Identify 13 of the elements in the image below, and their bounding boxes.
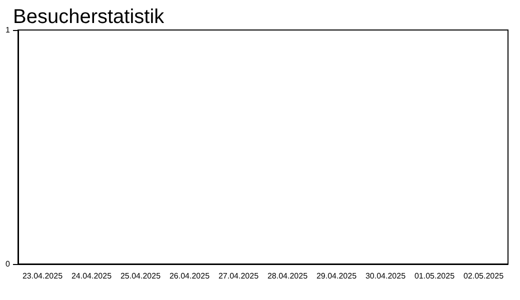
- x-tick-label: 25.04.2025: [120, 272, 162, 280]
- y-tick-label: 1: [6, 26, 11, 34]
- x-tick-label: 30.04.2025: [365, 272, 406, 280]
- x-tick-label: 01.05.2025: [414, 272, 456, 280]
- x-tick-label: 24.04.2025: [71, 272, 112, 280]
- x-tick-label: 26.04.2025: [169, 272, 210, 280]
- x-tick-label: 02.05.2025: [463, 272, 504, 280]
- y-tick-label: 0: [6, 260, 11, 268]
- chart-title: Besucherstatistik: [13, 6, 166, 28]
- x-tick-label: 28.04.2025: [267, 272, 308, 280]
- x-tick-label: 29.04.2025: [316, 272, 358, 280]
- x-tick-label: 27.04.2025: [218, 272, 260, 280]
- x-tick-label: 23.04.2025: [22, 272, 64, 280]
